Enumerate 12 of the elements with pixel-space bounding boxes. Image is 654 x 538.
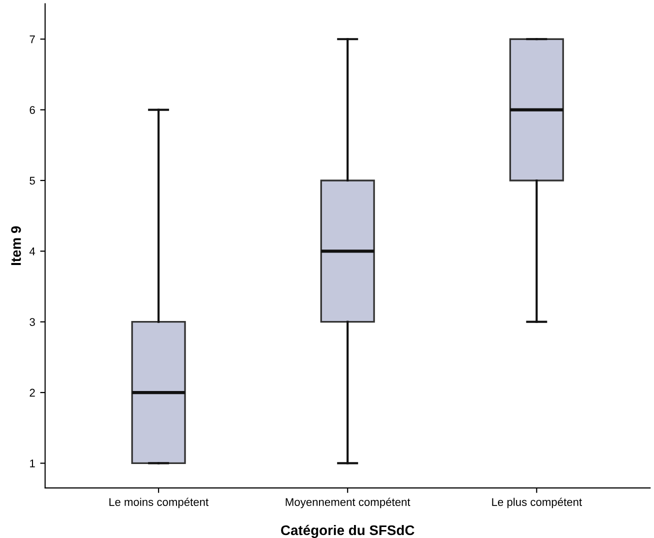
x-tick-label: Le moins compétent [109, 498, 209, 508]
x-tick-label: Le plus compétent [492, 498, 582, 508]
x-axis-title: Catégorie du SFSdC [281, 524, 414, 538]
y-tick-label: 1 [30, 460, 35, 468]
y-tick-label: 5 [30, 176, 35, 185]
x-tick-label: Moyennement compétent [286, 498, 410, 508]
y-tick-label: 7 [30, 35, 35, 44]
y-tick-label: 6 [30, 106, 35, 114]
y-tick-label: 4 [29, 248, 36, 256]
y-tick-label: 2 [30, 388, 35, 397]
y-tick-label: 3 [30, 318, 35, 326]
y-axis-title: Item 9 [11, 226, 21, 266]
